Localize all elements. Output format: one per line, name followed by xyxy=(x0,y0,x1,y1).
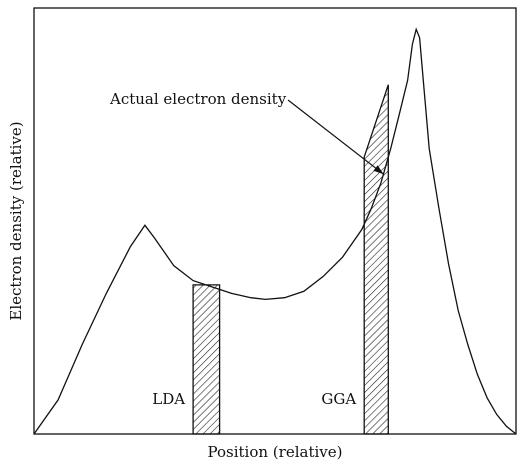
bar-label-gga: GGA xyxy=(321,390,356,408)
annotation-arrow-line xyxy=(287,99,384,175)
annotation-label: Actual electron density xyxy=(109,90,287,108)
bar-label-lda: LDA xyxy=(152,390,185,408)
density-curve xyxy=(33,27,517,435)
annotation-arrowhead xyxy=(373,165,384,175)
bar-lda xyxy=(192,284,221,435)
bar-gga xyxy=(363,84,389,435)
y-axis-label: Electron density (relative) xyxy=(7,121,25,320)
x-axis-label: Position (relative) xyxy=(208,443,343,461)
plot-frame xyxy=(33,7,517,435)
